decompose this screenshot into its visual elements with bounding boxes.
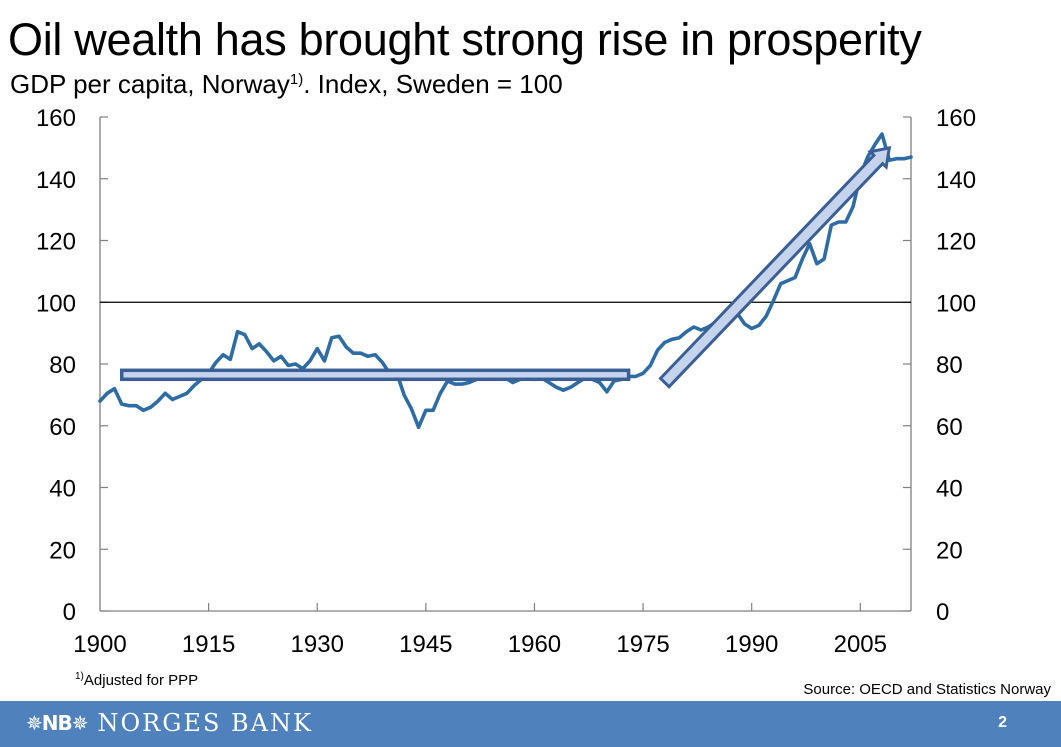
page-number: 2 [998, 714, 1007, 731]
y-tick-label-right: 160 [936, 105, 976, 132]
flat-trend-band [119, 368, 631, 382]
x-tick-label: 1945 [399, 631, 452, 658]
series-group [98, 132, 913, 430]
x-tick-label: 1960 [508, 631, 561, 658]
y-tick-label-left: 160 [36, 105, 76, 132]
norges-bank-logo: ✵NB✵ NORGES BANK [26, 709, 313, 737]
y-tick-label-right: 140 [936, 167, 976, 194]
y-tick-label-left: 140 [36, 167, 76, 194]
chart-axes: 0 20 40 60 80 100 120 140 160 0 20 40 60 80 100 120 140 1… [36, 105, 976, 658]
y-tick-label-right: 0 [936, 599, 949, 626]
chart-subtitle: GDP per capita, Norway1). Index, Sweden … [10, 68, 563, 100]
subtitle-main: GDP per capita, Norway [10, 69, 290, 99]
footnote-text: Adjusted for PPP [83, 672, 199, 689]
y-tick-label-left: 40 [49, 476, 76, 503]
x-tick-label: 1900 [73, 631, 126, 658]
rising-trend-arrow [658, 145, 892, 389]
x-tick-label: 1990 [725, 631, 778, 658]
series-line-norway-gdp [98, 132, 913, 430]
y-tick-label-left: 0 [63, 599, 76, 626]
y-tick-label-right: 20 [936, 537, 963, 564]
y-tick-label-right: 60 [936, 414, 963, 441]
y-tick-label-right: 40 [936, 476, 963, 503]
y-tick-label-left: 80 [49, 352, 76, 379]
y-tick-label-right: 120 [936, 229, 976, 256]
subtitle-footnote-ref: 1) [289, 71, 304, 88]
bank-name: NORGES BANK [97, 709, 313, 737]
source-note: Source: OECD and Statistics Norway [803, 681, 1051, 698]
x-tick-label: 1975 [616, 631, 669, 658]
footnote-ref: 1) [75, 671, 84, 682]
slide-title: Oil wealth has brought strong rise in pr… [8, 14, 922, 65]
y-tick-label-right: 80 [936, 352, 963, 379]
y-tick-label-left: 60 [49, 414, 76, 441]
x-tick-label: 2005 [834, 631, 887, 658]
annotation-group [119, 145, 892, 389]
nb-emblem-icon: ✵NB✵ [26, 711, 88, 735]
gdp-line-chart: 0 20 40 60 80 100 120 140 160 0 20 40 60 80 100 120 140 1… [36, 105, 976, 658]
footer-bar: ✵NB✵ NORGES BANK 2 [0, 701, 1061, 747]
footnote: 1)Adjusted for PPP [75, 671, 198, 689]
y-tick-label-right: 100 [936, 290, 976, 317]
x-tick-label: 1915 [182, 631, 235, 658]
y-tick-label-left: 20 [49, 537, 76, 564]
y-tick-label-left: 120 [36, 229, 76, 256]
y-tick-label-left: 100 [36, 290, 76, 317]
subtitle-rest: . Index, Sweden = 100 [303, 69, 563, 99]
x-tick-label: 1930 [291, 631, 344, 658]
